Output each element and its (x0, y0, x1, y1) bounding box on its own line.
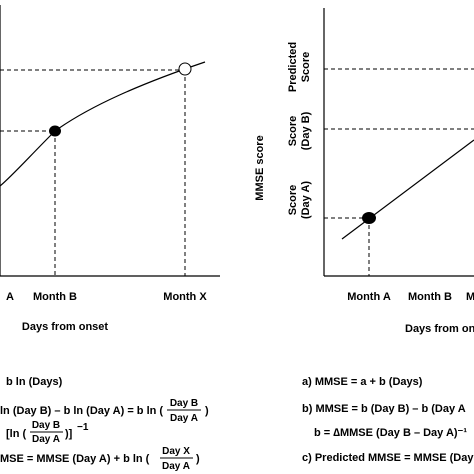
left-x-tick-month-b: Month B (33, 291, 77, 303)
right-y-axis-label: MMSE score (254, 135, 266, 200)
left-eq-c-open: [ln ( (6, 428, 26, 440)
right-x-axis-label: Days from on (405, 323, 474, 335)
left-eq-b-frac-num: Day B (170, 398, 198, 409)
right-x-tick-month-x: Month X (466, 291, 474, 303)
right-panel: MMSE score Predicted Score Score (Day B)… (254, 8, 474, 464)
left-eq-c-exponent: −1 (77, 422, 89, 433)
month-a-point (362, 212, 376, 224)
left-eq-d-close: ) (196, 453, 200, 465)
left-x-axis-label: Days from onset (22, 321, 109, 333)
left-eq-d-part1: MSE = MMSE (Day A) + b ln ( (0, 453, 150, 465)
left-eq-c-frac-num: Day B (32, 420, 60, 431)
right-eq-b1: b) MMSE = b (Day B) – b (Day A (302, 403, 466, 415)
right-y-tick-score-a-line1: Score (287, 185, 299, 216)
left-x-tick-month-x: Month X (163, 291, 207, 303)
left-eq-b-part1: ln (Day B) – b ln (Day A) = b ln ( (0, 405, 163, 417)
right-y-tick-score-a-line2: (Day A) (300, 181, 312, 219)
month-x-predicted-point (178, 62, 192, 76)
left-eq-d-frac-num: Day X (162, 446, 190, 457)
log-curve (0, 61, 206, 187)
right-eq-b2: b = ∆MMSE (Day B – Day A)⁻¹ (314, 427, 467, 439)
left-eq-b: ln (Day B) – b ln (Day A) = b ln ( Day B… (0, 398, 209, 424)
right-y-tick-score-b-line2: (Day B) (300, 111, 312, 150)
left-eq-d: MSE = MMSE (Day A) + b ln ( Day X Day A … (0, 446, 200, 472)
right-y-tick-score-b-line1: Score (287, 116, 299, 147)
right-eq-c: c) Predicted MMSE = MMSE (Day A (302, 452, 474, 464)
right-y-tick-score-b: Score (Day B) (287, 111, 312, 150)
right-eq-a: a) MMSE = a + b (Days) (302, 376, 423, 388)
left-panel: A Month B Month X Days from onset b ln (… (0, 5, 220, 472)
linear-trend-line (341, 139, 474, 240)
right-y-tick-predicted: Predicted Score (287, 42, 312, 92)
right-y-tick-score-a: Score (Day A) (287, 181, 312, 219)
left-eq-c: [ln ( Day B Day A )] −1 (6, 420, 89, 445)
left-eq-c-close: )] (65, 428, 73, 440)
right-y-tick-predicted-line1: Predicted (287, 42, 299, 92)
right-x-tick-month-b: Month B (408, 291, 452, 303)
left-x-tick-a: A (6, 291, 14, 303)
right-x-tick-month-a: Month A (347, 291, 391, 303)
left-eq-b-close: ) (205, 405, 209, 417)
left-eq-d-frac-den: Day A (162, 461, 190, 472)
left-eq-b-frac-den: Day A (170, 413, 198, 424)
month-b-point (49, 125, 61, 137)
left-eq-c-frac-den: Day A (32, 434, 60, 445)
left-eq-a: b ln (Days) (6, 376, 63, 388)
right-y-tick-predicted-line2: Score (300, 52, 312, 83)
